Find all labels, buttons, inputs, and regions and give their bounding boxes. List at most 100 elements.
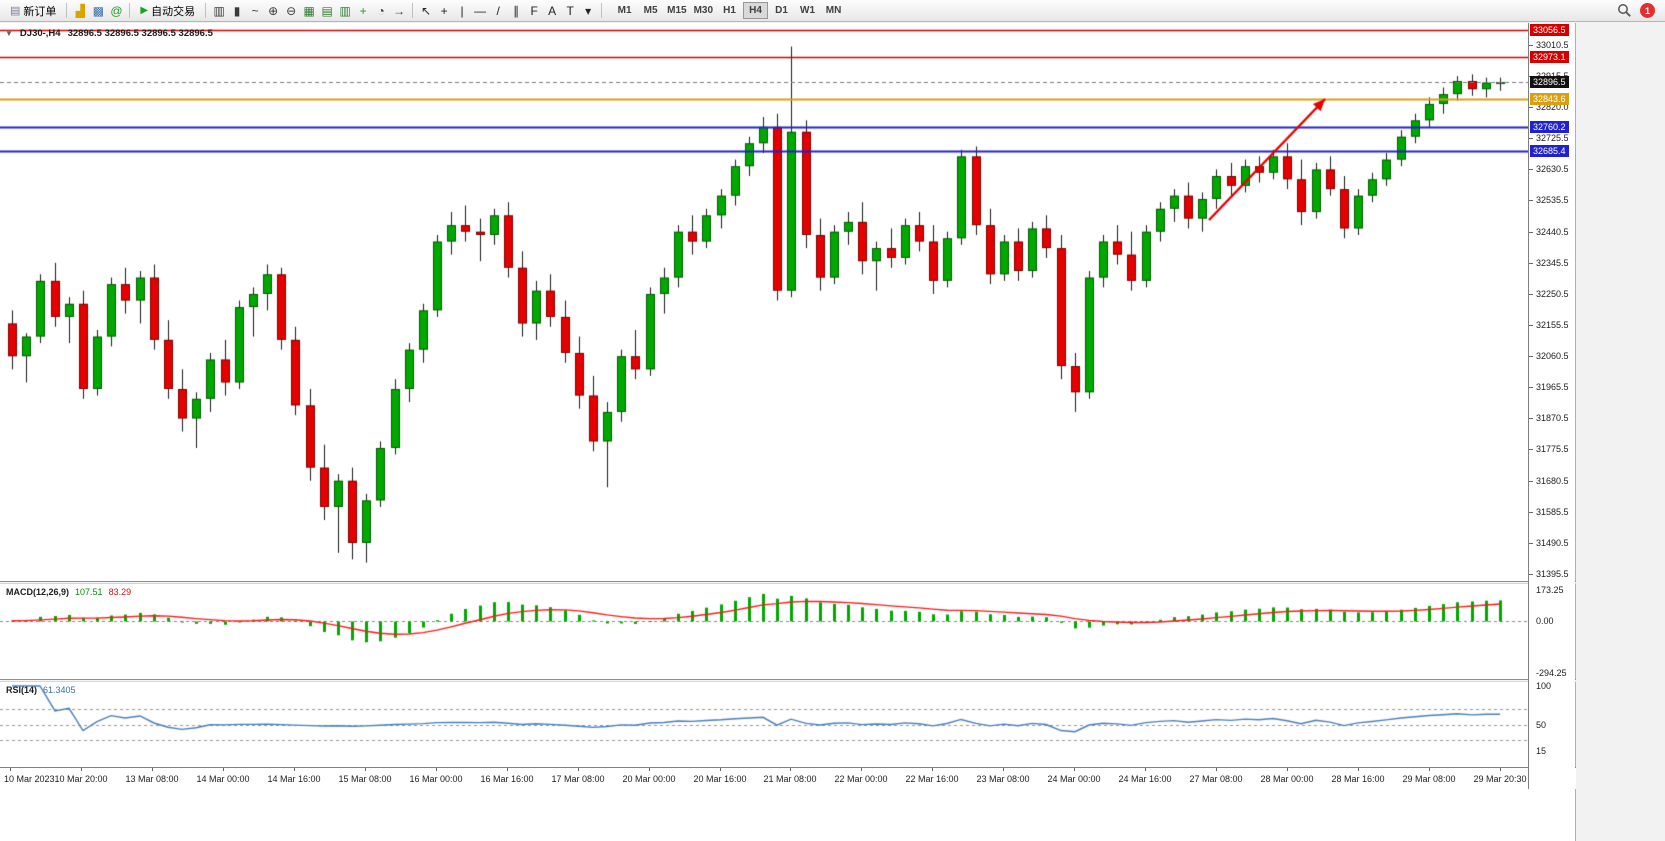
crosshair-icon[interactable]: + (440, 3, 448, 18)
candlestick-chart-icon[interactable]: ▮ (233, 3, 241, 18)
price-tick-mark (1529, 169, 1533, 170)
timeframe-w1-button[interactable]: W1 (800, 5, 816, 16)
time-axis-label: 28 Mar 16:00 (1331, 774, 1385, 784)
time-tick-mark (861, 768, 862, 771)
metaeditor-icon[interactable]: @ (110, 3, 123, 18)
time-tick-mark (932, 768, 933, 771)
price-tick-label: 32820.0 (1536, 102, 1569, 112)
search-icon[interactable] (1617, 3, 1632, 18)
label-icon[interactable]: T (566, 3, 574, 18)
time-tick-mark (507, 768, 508, 771)
rsi-scale-top: 100 (1536, 681, 1552, 691)
toolbar-separator (66, 3, 68, 18)
time-axis-label: 20 Mar 16:00 (693, 774, 747, 784)
toolbar-separator (205, 3, 207, 18)
toolbar-chart-icons: ▥ ▮ ~ ⊕ ⊖ ▦ ▤ ▥ + ◔ → (210, 2, 408, 20)
time-axis-label: 29 Mar 08:00 (1402, 774, 1456, 784)
time-axis-label: 10 Mar 2023 (4, 774, 55, 784)
macd-panel: MACD(12,26,9) 107.51 83.29 (0, 584, 1528, 679)
time-tick-mark (720, 768, 721, 771)
price-axis[interactable]: 173.25 0.00 -294.25 100 50 15 33010.5329… (1528, 23, 1575, 789)
rsi-canvas[interactable] (0, 682, 1528, 767)
trendline-icon[interactable]: / (496, 3, 500, 18)
time-axis-label: 21 Mar 08:00 (763, 774, 817, 784)
time-axis-label: 16 Mar 16:00 (480, 774, 534, 784)
price-tick-label: 32345.5 (1536, 258, 1569, 268)
notification-badge[interactable]: 1 (1640, 3, 1655, 18)
time-axis-label: 17 Mar 08:00 (551, 774, 605, 784)
price-level-label: 32685.4 (1530, 145, 1569, 157)
time-axis[interactable]: 10 Mar 2023 10 Mar 20:00 13 Mar 08:00 14 Ma… (0, 767, 1576, 789)
zoom-out-icon[interactable]: ⊖ (286, 3, 297, 18)
price-tick-label: 31490.5 (1536, 538, 1569, 548)
timeframe-h1-button[interactable]: H1 (723, 5, 736, 16)
profiles-icon[interactable]: ▟ (75, 3, 86, 18)
timeframe-m30-button[interactable]: M30 (693, 5, 714, 16)
price-tick-mark (1529, 325, 1533, 326)
time-tick-mark (1145, 768, 1146, 771)
panel-divider-rsi[interactable] (0, 679, 1576, 682)
time-tick-mark (1287, 768, 1288, 771)
current-price-label: 32896.5 (1530, 76, 1569, 88)
rsi-panel: RSI(14) 61.3405 (0, 682, 1528, 767)
line-chart-icon[interactable]: ~ (251, 3, 259, 18)
time-tick-mark (365, 768, 366, 771)
new-order-button[interactable]: ▤ 新订单 (4, 1, 62, 21)
toolbar-separator (601, 3, 603, 18)
timeframe-m15-button[interactable]: M15 (667, 5, 687, 16)
horizontal-line-icon[interactable]: — (474, 3, 487, 18)
time-axis-label: 13 Mar 08:00 (125, 774, 179, 784)
macd-scale-top: 173.25 (1536, 585, 1564, 595)
time-axis-label: 22 Mar 16:00 (905, 774, 959, 784)
arrows-icon[interactable]: ▾ (585, 3, 592, 18)
time-tick-mark (436, 768, 437, 771)
time-axis-label: 22 Mar 00:00 (834, 774, 888, 784)
macd-canvas[interactable] (0, 584, 1528, 679)
time-axis-label: 15 Mar 08:00 (338, 774, 392, 784)
add-chart-icon[interactable]: + (359, 3, 367, 18)
price-level-label: 33056.5 (1530, 24, 1569, 36)
macd-scale-zero: 0.00 (1536, 616, 1554, 626)
price-tick-mark (1529, 232, 1533, 233)
time-axis-label: 20 Mar 00:00 (622, 774, 676, 784)
price-tick-label: 32440.5 (1536, 227, 1569, 237)
fibonacci-icon[interactable]: F (530, 3, 538, 18)
arrange-windows-icon[interactable]: ▥ (339, 3, 351, 18)
timeframe-d1-button[interactable]: D1 (775, 5, 788, 16)
tile-windows-icon[interactable]: ▦ (303, 3, 315, 18)
price-tick-label: 32060.5 (1536, 351, 1569, 361)
time-axis-label: 10 Mar 20:00 (54, 774, 108, 784)
panel-divider-macd[interactable] (0, 581, 1576, 584)
chart-shift-icon[interactable]: → (393, 3, 406, 18)
time-tick-mark (223, 768, 224, 771)
cascade-windows-icon[interactable]: ▤ (321, 3, 333, 18)
new-order-icon: ▤ (10, 5, 21, 17)
text-icon[interactable]: A (548, 3, 557, 18)
price-tick-mark (1529, 356, 1533, 357)
time-tick-mark (81, 768, 82, 771)
autotrading-button[interactable]: ▶ 自动交易 (134, 1, 201, 21)
timeframe-m1-button[interactable]: M1 (617, 5, 632, 16)
price-chart-canvas[interactable] (0, 23, 1528, 581)
bar-chart-icon[interactable]: ▥ (213, 3, 225, 18)
timeframe-m5-button[interactable]: M5 (643, 5, 658, 16)
price-tick-label: 32630.5 (1536, 164, 1569, 174)
toolbar-separator (412, 3, 414, 18)
toolbar-left-icons: ▟ ▩ @ (71, 2, 125, 20)
toolbar: ▤ 新订单 ▟ ▩ @ ▶ 自动交易 ▥ ▮ ~ ⊕ ⊖ ▦ ▤ ▥ + ◔ → ↖ + | — / ∥ F A T ▾ … (0, 0, 1665, 22)
time-tick-mark (294, 768, 295, 771)
channel-icon[interactable]: ∥ (513, 3, 520, 18)
cursor-icon[interactable]: ↖ (421, 3, 432, 18)
charts-icon[interactable]: ▩ (92, 3, 105, 18)
vertical-line-icon[interactable]: | (460, 3, 464, 18)
timeframe-h4-button[interactable]: H4 (743, 2, 769, 19)
timeframe-mn-button[interactable]: MN (825, 5, 842, 16)
price-tick-mark (1529, 263, 1533, 264)
time-tick-mark (1429, 768, 1430, 771)
price-level-label: 32843.6 (1530, 93, 1569, 105)
clock-icon[interactable]: ◔ (377, 3, 385, 18)
price-tick-label: 31870.5 (1536, 413, 1569, 423)
price-tick-label: 31965.5 (1536, 382, 1569, 392)
zoom-in-icon[interactable]: ⊕ (268, 3, 279, 18)
time-tick-mark (1003, 768, 1004, 771)
